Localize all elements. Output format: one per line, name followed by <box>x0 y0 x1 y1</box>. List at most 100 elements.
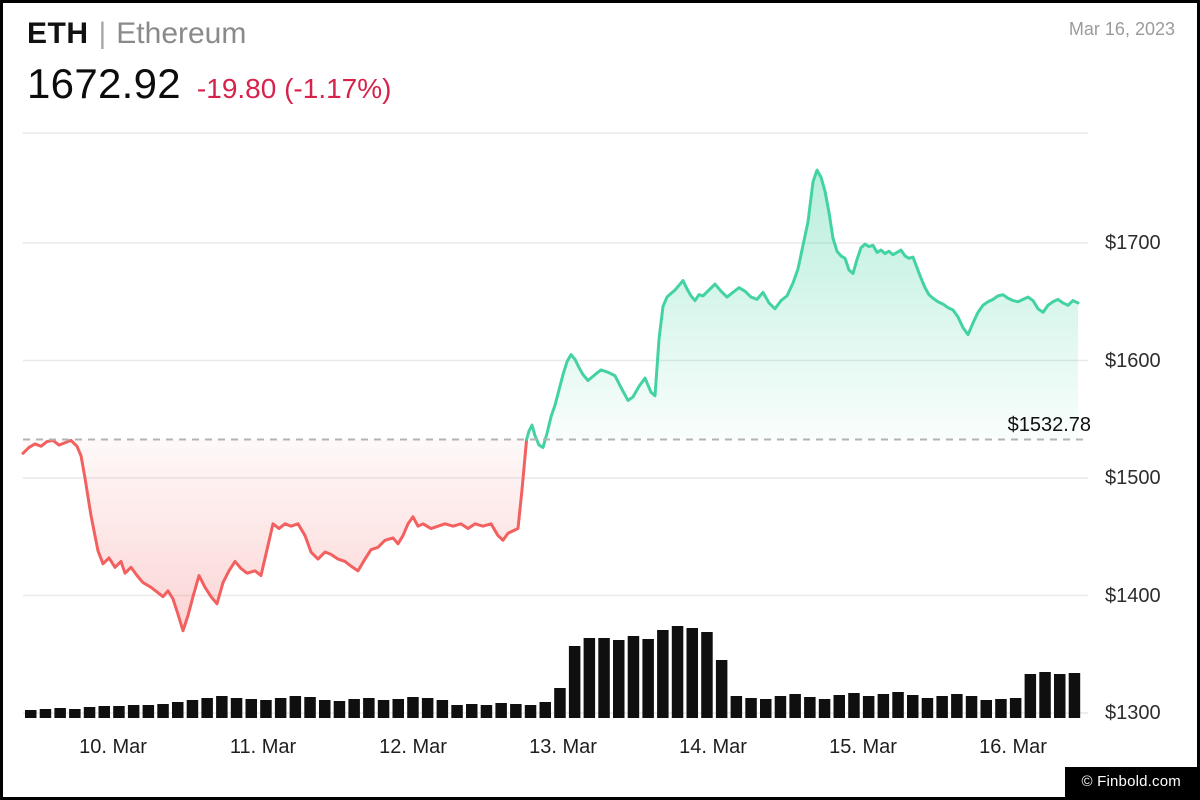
baseline-price-label: $1532.78 <box>1007 414 1091 437</box>
x-axis-label: 13. Mar <box>529 736 597 758</box>
volume-bar <box>172 702 184 718</box>
volume-bar <box>1039 672 1051 718</box>
volume-bar <box>598 638 610 718</box>
price-row: 1672.92 -19.80 (-1.17%) <box>27 60 391 108</box>
volume-bar <box>466 704 478 718</box>
volume-bar <box>613 640 625 718</box>
volume-bar <box>671 626 684 718</box>
x-axis-label: 16. Mar <box>979 736 1047 758</box>
volume-bar <box>539 702 551 718</box>
volume-bar <box>936 696 948 718</box>
volume-bar <box>965 696 978 718</box>
price-below-baseline-area <box>23 439 527 631</box>
volume-bar <box>554 688 566 718</box>
volume-bar <box>113 706 125 718</box>
volume-bar <box>39 709 52 718</box>
volume-bar <box>730 696 743 718</box>
volume-bar <box>995 699 1007 718</box>
volume-bar <box>98 706 110 718</box>
volume-bar <box>833 695 845 718</box>
volume-bar <box>304 697 316 718</box>
volume-bar <box>25 710 37 718</box>
y-axis-label: $1300 <box>1105 702 1161 724</box>
volume-bar <box>1024 674 1037 718</box>
volume-bar <box>818 699 831 718</box>
coin-name: Ethereum <box>116 17 247 50</box>
volume-bar <box>83 707 96 718</box>
x-axis-label: 14. Mar <box>679 736 747 758</box>
volume-bar <box>862 696 875 718</box>
volume-bar <box>289 696 302 718</box>
volume-bar <box>363 698 375 718</box>
volume-bar <box>715 660 728 718</box>
volume-bar <box>524 705 537 718</box>
volume-bar <box>627 636 640 718</box>
volume-bar <box>907 695 919 718</box>
volume-bar <box>157 704 169 718</box>
volume-bar <box>760 699 772 718</box>
volume-bar <box>69 709 81 718</box>
x-axis-label: 12. Mar <box>379 736 447 758</box>
volume-bar <box>319 700 331 718</box>
volume-bar <box>804 697 816 718</box>
x-axis-label: 15. Mar <box>829 736 897 758</box>
volume-bar <box>333 701 346 718</box>
volume-bar <box>774 696 787 718</box>
watermark-credit: © Finbold.com <box>1065 767 1197 797</box>
volume-bar <box>642 639 654 718</box>
volume-bar <box>789 694 801 718</box>
volume-bar <box>421 698 434 718</box>
volume-bar <box>583 638 596 718</box>
volume-bar <box>260 700 272 718</box>
volume-bar <box>245 699 257 718</box>
volume-bar <box>451 705 463 718</box>
volume-bar <box>951 694 963 718</box>
price-change: -19.80 (-1.17%) <box>196 72 392 104</box>
volume-bar <box>201 698 213 718</box>
volume-bar <box>495 703 507 718</box>
x-axis-label: 11. Mar <box>229 736 297 758</box>
price-above-baseline-line <box>525 168 1080 449</box>
volume-bar <box>392 699 404 718</box>
chart-date: Mar 16, 2023 <box>1068 19 1175 39</box>
volume-bar <box>701 632 713 718</box>
chart-header: ETH | Ethereum 1672.92 -19.80 (-1.17%) <box>27 17 391 108</box>
volume-bar <box>216 696 228 718</box>
volume-bar <box>745 698 757 718</box>
volume-bar <box>54 708 66 718</box>
y-axis-label: $1600 <box>1105 349 1161 372</box>
volume-bar <box>230 698 243 718</box>
volume-bar <box>568 646 581 718</box>
volume-bar <box>686 628 698 718</box>
y-axis-label: $1500 <box>1105 467 1161 489</box>
volume-bar <box>877 694 890 718</box>
volume-bar <box>848 693 860 718</box>
y-axis-label: $1400 <box>1105 584 1161 607</box>
price-below-baseline-line <box>21 437 529 633</box>
current-price: 1672.92 <box>27 59 181 107</box>
price-above-baseline-area <box>526 170 1078 448</box>
volume-bar <box>377 700 390 718</box>
volume-bar <box>921 698 934 718</box>
volume-bar <box>142 705 155 718</box>
x-axis-label: 10. Mar <box>79 736 147 758</box>
volume-bar <box>980 700 992 718</box>
volume-bar <box>1009 698 1022 718</box>
volume-bar <box>436 700 449 718</box>
title-separator: | <box>98 17 107 50</box>
volume-bar <box>127 705 140 718</box>
volume-bar <box>1054 674 1066 718</box>
volume-bar <box>510 704 522 718</box>
volume-bar <box>892 692 904 718</box>
title-row: ETH | Ethereum <box>27 17 391 52</box>
volume-bar <box>407 697 419 718</box>
volume-bar <box>348 699 360 718</box>
price-chart-svg <box>21 132 1088 718</box>
volume-bar <box>480 705 493 718</box>
volume-bar <box>1068 673 1081 718</box>
volume-bar <box>274 698 287 718</box>
y-axis-label: $1700 <box>1105 232 1161 254</box>
coin-symbol: ETH <box>27 17 89 50</box>
volume-bar <box>657 630 669 718</box>
